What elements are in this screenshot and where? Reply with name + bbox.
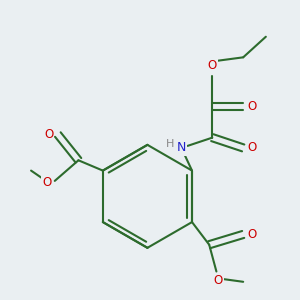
Text: O: O: [44, 128, 53, 141]
Text: O: O: [248, 100, 257, 113]
Text: O: O: [248, 141, 257, 154]
Text: O: O: [208, 59, 217, 72]
Text: O: O: [248, 228, 257, 241]
Text: H: H: [166, 139, 174, 149]
Text: O: O: [42, 176, 51, 190]
Text: O: O: [214, 274, 223, 287]
Text: N: N: [177, 141, 186, 154]
